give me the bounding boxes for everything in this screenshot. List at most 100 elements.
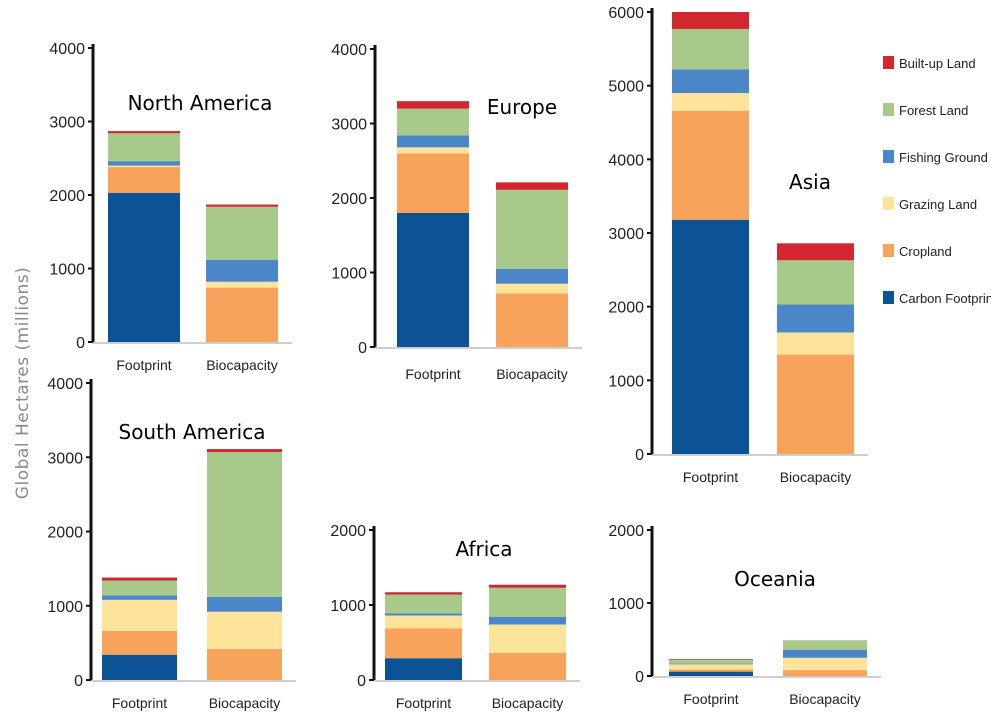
panel-oceania: Footprint Biocapacity 0 1000 2000 Oceania xyxy=(608,523,881,707)
bar-segment-footprint-carbon-footprint xyxy=(102,654,177,680)
legend-label-cropland: Cropland xyxy=(899,244,952,259)
y-tick-label: 2000 xyxy=(608,523,644,540)
y-tick-label: 3000 xyxy=(47,450,83,467)
bar-segment-biocapacity-cropland xyxy=(207,648,282,680)
category-label: Biocapacity xyxy=(496,366,568,382)
bar-segment-biocapacity-grazing-land xyxy=(777,332,854,355)
bar-segment-footprint-cropland xyxy=(108,167,180,193)
bar-segment-footprint-carbon-footprint xyxy=(385,658,462,680)
bar-segment-biocapacity-fishing-ground xyxy=(207,596,282,612)
bar-segment-biocapacity-built-up-land xyxy=(489,584,566,588)
bar-segment-footprint-fishing-ground xyxy=(669,663,753,665)
y-tick-label: 4000 xyxy=(47,376,83,393)
bar-segment-footprint-grazing-land xyxy=(385,615,462,629)
bar-segment-biocapacity-fishing-ground xyxy=(496,268,568,284)
bar-segment-biocapacity-built-up-land xyxy=(496,182,568,190)
region-title-north-america: North America xyxy=(128,91,273,115)
legend-label-forest-land: Forest Land xyxy=(899,103,968,118)
y-tick-label: 1000 xyxy=(608,596,644,613)
bar-segment-biocapacity-built-up-land xyxy=(206,204,278,207)
bar-segment-footprint-cropland xyxy=(669,669,753,672)
bar-segment-biocapacity-grazing-land xyxy=(207,611,282,649)
bar-segment-footprint-cropland xyxy=(102,630,177,655)
y-tick-label: 4000 xyxy=(331,42,367,59)
bar-segment-footprint-carbon-footprint xyxy=(397,212,469,347)
bar-segment-footprint-carbon-footprint xyxy=(672,219,749,454)
legend-swatch-forest-land xyxy=(883,103,894,116)
bar-segment-biocapacity-grazing-land xyxy=(496,283,568,294)
y-tick-label: 0 xyxy=(635,669,644,686)
legend-label-carbon-footprint: Carbon Footprint xyxy=(899,291,991,306)
category-label: Biocapacity xyxy=(789,691,861,707)
bar-segment-footprint-forest-land xyxy=(108,133,180,162)
bar-segment-biocapacity-fishing-ground xyxy=(206,259,278,282)
bar-segment-footprint-cropland xyxy=(397,153,469,213)
bar-segment-footprint-forest-land xyxy=(397,108,469,136)
bar-segment-biocapacity-built-up-land xyxy=(777,243,854,261)
bar-segment-footprint-fishing-ground xyxy=(397,135,469,148)
bar-segment-footprint-fishing-ground xyxy=(108,161,180,166)
region-title-oceania: Oceania xyxy=(734,567,816,591)
y-tick-label: 3000 xyxy=(49,115,85,132)
panel-asia: Footprint Biocapacity 0 1000 2000 3000 4000 500… xyxy=(608,5,868,485)
bar-segment-footprint-grazing-land xyxy=(102,599,177,631)
y-tick-label: 5000 xyxy=(608,79,644,96)
bar-segment-footprint-forest-land xyxy=(669,659,753,664)
legend: Built-up Land Forest Land Fishing Ground Gr… xyxy=(883,56,991,306)
bar-segment-biocapacity-fishing-ground xyxy=(783,649,867,658)
bar-segment-footprint-built-up-land xyxy=(108,131,180,134)
region-title-europe: Europe xyxy=(487,95,557,119)
category-label: Footprint xyxy=(396,695,451,711)
y-axis-label: Global Hectares (millions) xyxy=(13,267,33,499)
legend-label-fishing-ground: Fishing Ground xyxy=(899,150,988,165)
bar-segment-footprint-forest-land xyxy=(672,28,749,70)
y-tick-label: 2000 xyxy=(49,188,85,205)
y-tick-label: 0 xyxy=(74,673,83,690)
bar-segment-biocapacity-grazing-land xyxy=(489,624,566,653)
bar-segment-footprint-grazing-land xyxy=(397,147,469,154)
y-tick-label: 1000 xyxy=(608,373,644,390)
panel-south-america: Footprint Biocapacity 0 1000 2000 3000 4000 Sou… xyxy=(47,376,296,711)
bar-segment-footprint-fishing-ground xyxy=(672,69,749,94)
bar-segment-biocapacity-built-up-land xyxy=(207,449,282,453)
category-label: Footprint xyxy=(112,695,167,711)
y-tick-label: 1000 xyxy=(49,262,85,279)
bar-segment-footprint-forest-land xyxy=(102,580,177,596)
y-tick-label: 3000 xyxy=(331,117,367,134)
chart-panels: Footprint Biocapacity 0 1000 2000 3000 4000 Nor… xyxy=(47,5,881,711)
bar-segment-footprint-forest-land xyxy=(385,594,462,614)
bar-segment-biocapacity-cropland xyxy=(496,293,568,347)
bar-segment-footprint-grazing-land xyxy=(672,93,749,111)
legend-swatch-cropland xyxy=(883,244,894,257)
region-title-south-america: South America xyxy=(119,420,266,444)
bar-segment-footprint-built-up-land xyxy=(669,659,753,660)
category-label: Biocapacity xyxy=(780,469,852,485)
bar-segment-biocapacity-cropland xyxy=(777,354,854,454)
bar-segment-biocapacity-cropland xyxy=(489,653,566,680)
y-tick-label: 2000 xyxy=(47,525,83,542)
bar-segment-biocapacity-forest-land xyxy=(496,189,568,269)
bar-segment-footprint-cropland xyxy=(385,628,462,659)
bar-segment-biocapacity-grazing-land xyxy=(783,657,867,671)
category-label: Footprint xyxy=(405,366,460,382)
category-label: Biocapacity xyxy=(206,357,278,373)
bar-segment-biocapacity-forest-land xyxy=(207,452,282,597)
bar-segment-footprint-built-up-land xyxy=(397,101,469,109)
bar-segment-footprint-fishing-ground xyxy=(102,595,177,600)
bar-segment-footprint-cropland xyxy=(672,110,749,220)
legend-swatch-fishing-ground xyxy=(883,150,894,163)
y-tick-label: 2000 xyxy=(330,523,366,540)
legend-label-grazing-land: Grazing Land xyxy=(899,197,977,212)
bar-segment-biocapacity-fishing-ground xyxy=(489,617,566,625)
bar-segment-footprint-carbon-footprint xyxy=(108,192,180,342)
y-tick-label: 6000 xyxy=(608,5,644,22)
bar-segment-biocapacity-forest-land xyxy=(783,640,867,650)
bar-segment-biocapacity-fishing-ground xyxy=(777,304,854,333)
category-label: Biocapacity xyxy=(209,695,281,711)
bar-segment-footprint-grazing-land xyxy=(669,664,753,670)
category-label: Biocapacity xyxy=(492,695,564,711)
region-title-asia: Asia xyxy=(789,170,831,194)
bar-segment-biocapacity-cropland xyxy=(783,670,867,676)
bar-segment-biocapacity-forest-land xyxy=(489,587,566,617)
